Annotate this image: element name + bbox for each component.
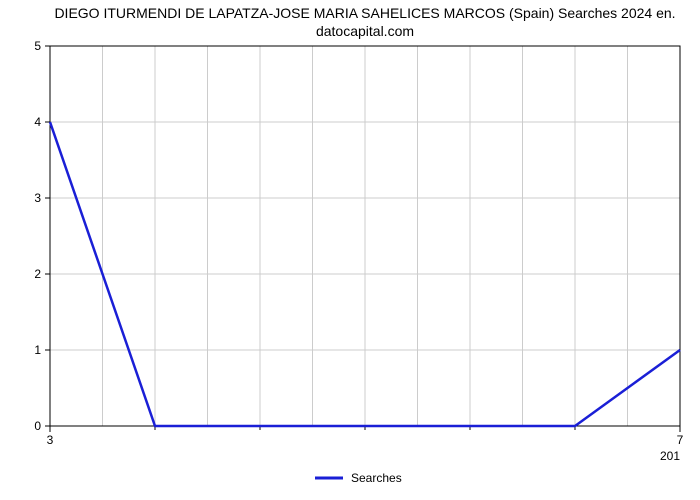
legend-label: Searches [351,471,402,485]
x-tick-label: 3 [47,433,54,447]
x-secondary-label: 201 [660,449,680,463]
y-tick-label: 4 [34,115,41,129]
y-tick-label: 0 [34,419,41,433]
y-tick-label: 1 [34,343,41,357]
x-tick-label: 7 [677,433,684,447]
searches-chart: DIEGO ITURMENDI DE LAPATZA-JOSE MARIA SA… [0,0,700,500]
y-tick-label: 3 [34,191,41,205]
y-tick-label: 5 [34,39,41,53]
chart-title-line1: DIEGO ITURMENDI DE LAPATZA-JOSE MARIA SA… [54,5,675,21]
chart-title-line2: datocapital.com [316,23,414,39]
chart-svg: DIEGO ITURMENDI DE LAPATZA-JOSE MARIA SA… [0,0,700,500]
y-tick-label: 2 [34,267,41,281]
